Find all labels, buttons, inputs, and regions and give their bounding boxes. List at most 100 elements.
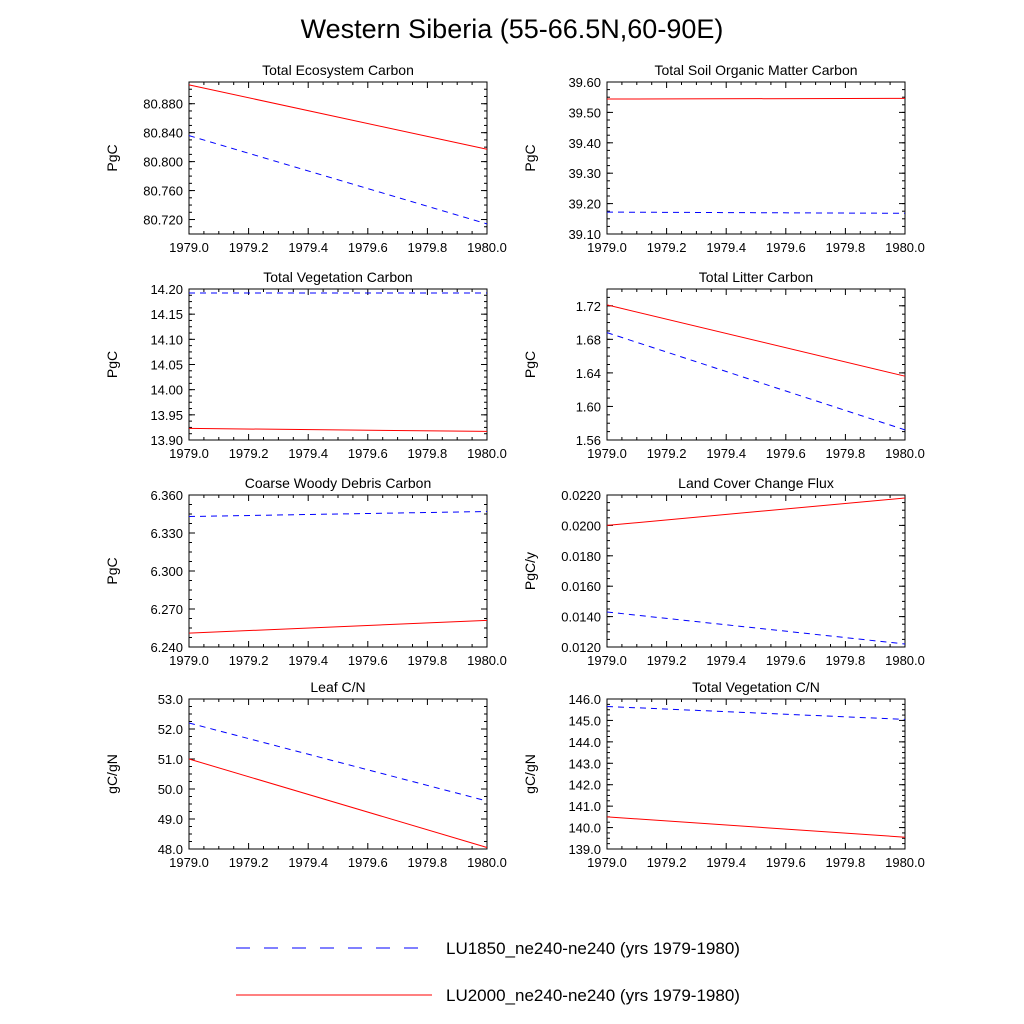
x-tick-label: 1979.0 <box>587 240 627 255</box>
y-axis-label: PgC/y <box>522 552 538 590</box>
x-tick-label: 1980.0 <box>885 855 925 870</box>
x-tick-label: 1979.2 <box>647 855 687 870</box>
y-tick-label: 6.360 <box>150 488 183 503</box>
x-tick-label: 1980.0 <box>467 653 507 668</box>
y-tick-label: 0.0220 <box>561 488 601 503</box>
y-tick-label: 39.20 <box>568 197 601 212</box>
x-tick-label: 1979.2 <box>647 240 687 255</box>
x-tick-label: 1979.0 <box>169 653 209 668</box>
plot-frame <box>188 494 488 648</box>
series-line-lu2000 <box>188 619 488 634</box>
x-tick-label: 1979.6 <box>348 240 388 255</box>
x-tick-label: 1979.2 <box>229 446 269 461</box>
x-tick-label: 1979.0 <box>169 446 209 461</box>
x-tick-label: 1979.4 <box>288 446 328 461</box>
x-tick-label: 1979.6 <box>348 653 388 668</box>
page-title: Western Siberia (55-66.5N,60-90E) <box>300 14 724 44</box>
x-tick-label: 1979.8 <box>826 240 866 255</box>
y-tick-label: 140.0 <box>568 821 601 836</box>
panel-title: Total Ecosystem Carbon <box>262 62 414 78</box>
series-line-lu1850 <box>606 211 906 214</box>
series-line-lu1850 <box>188 135 488 225</box>
series-line-lu2000 <box>606 497 906 526</box>
series-line-lu1850 <box>606 332 906 431</box>
y-axis-label: PgC <box>522 351 538 378</box>
plot-frame <box>606 494 906 648</box>
panel-title: Total Vegetation C/N <box>692 679 820 695</box>
plot-frame <box>606 288 906 441</box>
chart-panel-3: Total Vegetation Carbon 1979.0 1979.2 1979.… <box>104 269 507 461</box>
x-tick-label: 1980.0 <box>467 240 507 255</box>
x-tick-label: 1979.4 <box>706 855 746 870</box>
chart-panel-8: Total Vegetation C/N 1979.0 1979.2 1979.4 19… <box>522 679 925 870</box>
x-tick-label: 1979.4 <box>288 855 328 870</box>
y-tick-label: 146.0 <box>568 692 601 707</box>
x-tick-label: 1979.2 <box>229 240 269 255</box>
y-tick-label: 13.90 <box>150 433 183 448</box>
series-line-lu2000 <box>188 427 488 432</box>
panel-title: Leaf C/N <box>310 679 365 695</box>
chart-panels: Total Ecosystem Carbon 1979.0 1979.2 1979.4… <box>104 62 925 870</box>
x-tick-label: 1979.4 <box>288 653 328 668</box>
x-tick-label: 1979.6 <box>348 855 388 870</box>
y-tick-label: 1.60 <box>576 399 601 414</box>
chart-panel-7: Leaf C/N 1979.0 1979.2 1979.4 1979.6 1979.8 19… <box>104 679 507 870</box>
y-axis-label: gC/gN <box>104 754 120 794</box>
y-tick-label: 1.68 <box>576 332 601 347</box>
x-tick-label: 1979.8 <box>826 653 866 668</box>
y-tick-label: 0.0140 <box>561 610 601 625</box>
panel-title: Total Vegetation Carbon <box>263 269 412 285</box>
y-tick-label: 80.800 <box>143 155 183 170</box>
series-line-lu2000 <box>606 97 906 100</box>
x-tick-label: 1979.8 <box>408 855 448 870</box>
series-line-lu2000 <box>606 816 906 838</box>
x-tick-label: 1979.2 <box>647 653 687 668</box>
y-tick-label: 14.15 <box>150 307 183 322</box>
y-tick-label: 1.72 <box>576 299 601 314</box>
chart-panel-2: Total Soil Organic Matter Carbon 1979.0 19… <box>522 62 925 255</box>
y-tick-label: 6.240 <box>150 640 183 655</box>
x-tick-label: 1979.0 <box>587 446 627 461</box>
y-tick-label: 49.0 <box>158 812 183 827</box>
y-tick-label: 0.0180 <box>561 549 601 564</box>
chart-panel-4: Total Litter Carbon 1979.0 1979.2 1979.4 197… <box>522 269 925 461</box>
y-tick-label: 139.0 <box>568 842 601 857</box>
x-tick-label: 1980.0 <box>885 240 925 255</box>
x-tick-label: 1980.0 <box>885 653 925 668</box>
x-tick-label: 1979.2 <box>229 653 269 668</box>
x-tick-label: 1979.8 <box>826 855 866 870</box>
legend-label-lu2000: LU2000_ne240-ne240 (yrs 1979-1980) <box>446 986 740 1005</box>
y-tick-label: 80.720 <box>143 213 183 228</box>
series-line-lu2000 <box>606 304 906 377</box>
plot-frame <box>188 698 488 850</box>
chart-panel-1: Total Ecosystem Carbon 1979.0 1979.2 1979.4… <box>104 62 507 255</box>
y-tick-label: 80.840 <box>143 126 183 141</box>
plot-frame <box>188 288 488 441</box>
series-line-lu1850 <box>188 722 488 802</box>
x-tick-label: 1980.0 <box>885 446 925 461</box>
x-tick-label: 1979.2 <box>647 446 687 461</box>
y-tick-label: 14.00 <box>150 383 183 398</box>
x-tick-label: 1979.0 <box>587 653 627 668</box>
y-tick-label: 6.330 <box>150 526 183 541</box>
x-tick-label: 1979.4 <box>706 446 746 461</box>
x-tick-label: 1979.4 <box>288 240 328 255</box>
chart-panel-6: Land Cover Change Flux 1979.0 1979.2 1979.4… <box>522 475 925 668</box>
y-tick-label: 14.20 <box>150 282 183 297</box>
y-tick-label: 51.0 <box>158 752 183 767</box>
panel-title: Land Cover Change Flux <box>678 475 834 491</box>
x-tick-label: 1979.8 <box>408 240 448 255</box>
x-tick-label: 1979.6 <box>766 653 806 668</box>
y-tick-label: 145.0 <box>568 713 601 728</box>
series-line-lu1850 <box>606 611 906 645</box>
y-tick-label: 13.95 <box>150 408 183 423</box>
y-tick-label: 14.10 <box>150 332 183 347</box>
y-tick-label: 80.880 <box>143 97 183 112</box>
series-line-lu1850 <box>606 706 906 720</box>
x-tick-label: 1980.0 <box>467 446 507 461</box>
y-tick-label: 48.0 <box>158 842 183 857</box>
series-line-lu2000 <box>188 84 488 150</box>
legend-label-lu1850: LU1850_ne240-ne240 (yrs 1979-1980) <box>446 939 740 958</box>
y-tick-label: 144.0 <box>568 735 601 750</box>
x-tick-label: 1979.0 <box>587 855 627 870</box>
